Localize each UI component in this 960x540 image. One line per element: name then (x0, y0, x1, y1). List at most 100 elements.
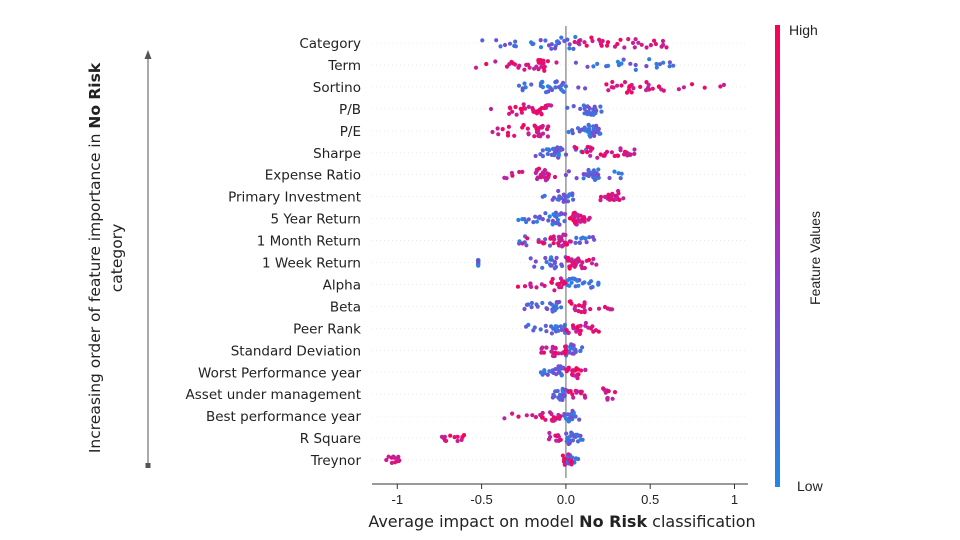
shap-point (616, 171, 621, 176)
shap-point (644, 88, 649, 93)
shap-point (583, 127, 588, 132)
shap-point (552, 394, 557, 399)
shap-point (659, 87, 664, 92)
shap-point (604, 64, 609, 69)
shap-point (529, 305, 534, 310)
shap-point (602, 194, 608, 199)
shap-point (671, 63, 676, 68)
shap-point (490, 129, 495, 135)
shap-point (522, 284, 528, 289)
shap-point (599, 109, 604, 114)
shap-point (524, 243, 529, 248)
shap-point (594, 262, 599, 267)
shap-point (577, 303, 582, 308)
shap-point (544, 345, 549, 350)
shap-point (555, 197, 560, 202)
shap-point (636, 40, 641, 45)
shap-point (562, 325, 567, 330)
shap-point (586, 169, 591, 174)
shap-point (570, 191, 575, 196)
shap-point (530, 106, 535, 111)
shap-point (502, 175, 507, 180)
shap-point (505, 133, 511, 138)
side-title-bold: No Risk (86, 62, 104, 128)
shap-point (554, 60, 559, 65)
shap-point (531, 328, 536, 333)
shap-point (553, 389, 558, 394)
shap-point (552, 288, 557, 293)
shap-point (585, 150, 590, 155)
shap-point (576, 309, 581, 314)
shap-point (577, 240, 583, 245)
shap-point (550, 197, 555, 202)
shap-point (522, 306, 527, 312)
shap-point (584, 240, 589, 245)
side-title-group: Increasing order of feature importance i… (86, 62, 126, 453)
shap-point (584, 110, 589, 115)
colorbar (775, 25, 780, 487)
shap-point (681, 85, 687, 90)
shap-point (545, 59, 551, 64)
shap-point (575, 325, 580, 330)
shap-point (538, 45, 544, 50)
shap-point (580, 260, 585, 265)
shap-point (579, 389, 584, 394)
shap-point (532, 123, 537, 128)
shap-point (597, 37, 602, 42)
shap-point (591, 168, 597, 173)
shap-point (494, 38, 499, 43)
shap-point (547, 148, 552, 153)
shap-point (565, 105, 570, 110)
shap-point (571, 351, 576, 356)
shap-point (564, 199, 569, 204)
shap-point (561, 192, 566, 197)
shap-point (588, 148, 593, 153)
shap-point (522, 81, 527, 86)
shap-point (535, 304, 540, 309)
shap-point (473, 65, 479, 70)
shap-point (629, 90, 634, 95)
shap-point (587, 133, 592, 138)
shap-point (644, 64, 649, 69)
shap-point (542, 283, 547, 288)
shap-point (547, 410, 553, 415)
shap-point (558, 324, 563, 329)
shap-point (553, 46, 558, 51)
shap-point (563, 387, 568, 392)
shap-point (534, 219, 540, 224)
shap-point (654, 61, 659, 67)
shap-point (571, 104, 576, 109)
shap-point (554, 438, 559, 443)
shap-point (619, 83, 624, 88)
shap-point (559, 373, 564, 378)
shap-point (571, 46, 576, 52)
shap-point (551, 370, 556, 375)
shap-point (545, 151, 550, 157)
feature-label: Primary Investment (228, 190, 361, 206)
shap-point (633, 37, 638, 42)
shap-point (448, 433, 453, 438)
shap-point (538, 38, 543, 43)
shap-point (554, 79, 559, 84)
shap-point (574, 366, 579, 371)
shap-point (615, 59, 621, 64)
shap-point (549, 349, 554, 354)
shap-point (549, 46, 554, 51)
shap-point (602, 153, 607, 158)
shap-point (632, 151, 637, 156)
shap-point (595, 173, 601, 178)
shap-point (562, 411, 567, 417)
shap-point (572, 39, 577, 45)
shap-point (552, 153, 557, 158)
feature-label: Sharpe (313, 146, 361, 162)
shap-point (538, 152, 543, 157)
x-axis: -1 -0.5 0.0 0.5 1 (372, 483, 748, 507)
shap-point (515, 284, 521, 289)
shap-point (601, 386, 606, 391)
shap-point (586, 127, 592, 132)
shap-point (533, 170, 538, 176)
shap-point (529, 300, 535, 306)
shap-point (545, 306, 550, 312)
shap-point (542, 105, 547, 111)
feature-label: Beta (330, 299, 361, 315)
